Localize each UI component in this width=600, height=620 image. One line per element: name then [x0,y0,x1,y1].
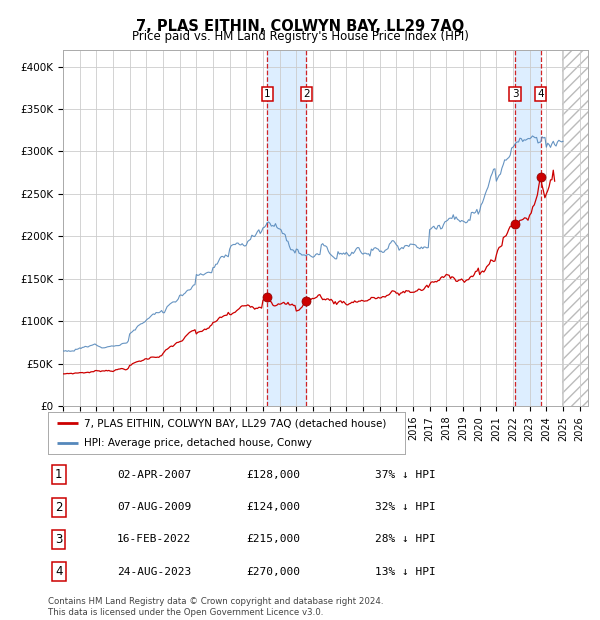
Text: 13% ↓ HPI: 13% ↓ HPI [375,567,436,577]
Text: 4: 4 [537,89,544,99]
Text: £128,000: £128,000 [246,470,300,480]
Text: Price paid vs. HM Land Registry's House Price Index (HPI): Price paid vs. HM Land Registry's House … [131,30,469,43]
Text: 32% ↓ HPI: 32% ↓ HPI [375,502,436,512]
Bar [267,50,307,406]
Text: 2: 2 [55,501,62,513]
Text: £124,000: £124,000 [246,502,300,512]
Text: 16-FEB-2022: 16-FEB-2022 [117,534,191,544]
Text: 02-APR-2007: 02-APR-2007 [117,470,191,480]
Text: 28% ↓ HPI: 28% ↓ HPI [375,534,436,544]
Text: 07-AUG-2009: 07-AUG-2009 [117,502,191,512]
Text: 4: 4 [55,565,62,578]
Text: 7, PLAS EITHIN, COLWYN BAY, LL29 7AQ (detached house): 7, PLAS EITHIN, COLWYN BAY, LL29 7AQ (de… [83,418,386,428]
Text: £215,000: £215,000 [246,534,300,544]
Text: 2: 2 [303,89,310,99]
Text: 3: 3 [55,533,62,546]
Bar [562,50,588,406]
Text: Contains HM Land Registry data © Crown copyright and database right 2024.
This d: Contains HM Land Registry data © Crown c… [48,598,383,617]
Text: 1: 1 [264,89,271,99]
Text: 3: 3 [512,89,518,99]
Text: £270,000: £270,000 [246,567,300,577]
Text: 37% ↓ HPI: 37% ↓ HPI [375,470,436,480]
Text: 1: 1 [55,469,62,481]
Text: HPI: Average price, detached house, Conwy: HPI: Average price, detached house, Conw… [83,438,311,448]
Text: 7, PLAS EITHIN, COLWYN BAY, LL29 7AQ: 7, PLAS EITHIN, COLWYN BAY, LL29 7AQ [136,19,464,33]
Bar [515,50,541,406]
Text: 24-AUG-2023: 24-AUG-2023 [117,567,191,577]
